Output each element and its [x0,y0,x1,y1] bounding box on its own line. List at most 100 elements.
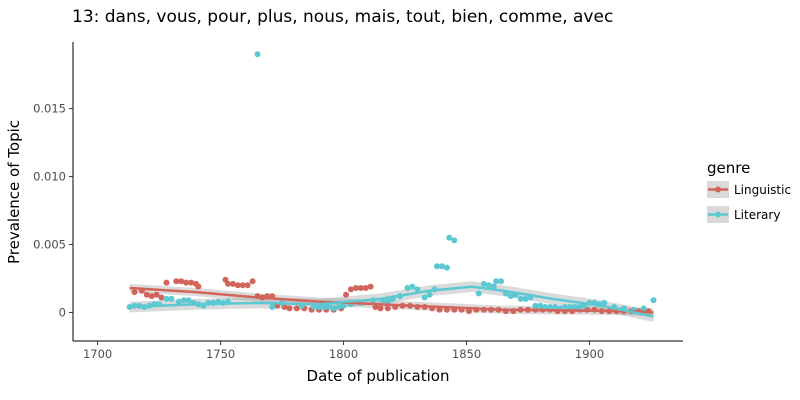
point-literary [498,278,504,285]
data-points [126,51,657,315]
x-axis-ticks: 1700 1750 1800 1850 1900 [83,341,604,361]
x-axis-title: Date of publication [307,367,450,385]
point-literary [340,302,347,309]
point-literary [426,291,433,298]
smooth-line-linguistic [129,286,654,314]
point-literary [168,295,175,302]
point-literary [443,264,450,271]
point-linguistic [347,286,354,293]
point-literary [320,304,327,310]
point-literary [640,305,647,312]
point-literary [480,280,487,287]
legend-title: genre [707,159,750,177]
point-linguistic [293,305,300,312]
point-linguistic [131,289,138,296]
legend-label-linguistic: Linguistic [734,183,791,197]
point-linguistic [372,304,379,310]
legend-item-literary: Literary [707,206,780,223]
point-literary [439,263,445,270]
point-literary [507,293,514,300]
point-linguistic [178,278,185,285]
point-literary [493,278,500,285]
point-linguistic [352,285,359,291]
y-axis-ticks: 0 0.005 0.010 0.015 [33,102,73,319]
point-linguistic [225,280,231,287]
point-linguistic [173,278,180,285]
point-linguistic [286,305,293,312]
point-literary [434,263,440,270]
point-linguistic [234,282,241,289]
point-linguistic [466,308,472,315]
point-linguistic [143,291,150,298]
point-literary [163,295,170,302]
point-linguistic [229,280,236,287]
point-literary [254,51,261,58]
legend-marker-literary [715,211,721,218]
point-literary [561,304,568,310]
legend-item-linguistic: Linguistic [707,181,791,198]
point-linguistic [163,279,170,286]
point-linguistic [153,291,160,298]
point-literary [601,299,608,306]
legend: genre Linguistic Literary [707,159,791,223]
point-literary [311,304,317,310]
point-literary [566,304,573,310]
point-linguistic [384,305,391,312]
point-literary [185,297,192,304]
point-literary [571,304,578,310]
point-linguistic [239,282,246,289]
legend-label-literary: Literary [734,208,780,222]
point-literary [269,304,276,310]
point-linguistic [362,285,369,291]
point-literary [404,285,411,291]
point-literary [421,294,428,301]
y-axis-title: Prevalence of Topic [5,120,23,264]
chart-title: 13: dans, vous, pour, plus, nous, mais, … [72,7,613,27]
y-tick-label: 0.005 [33,238,66,252]
point-literary [547,304,554,310]
point-literary [542,304,549,310]
x-tick-label: 1800 [329,347,358,361]
smooth-line-literary [129,285,654,318]
point-linguistic [249,278,256,285]
point-literary [335,304,342,310]
point-linguistic [343,291,349,298]
point-linguistic [183,279,190,286]
point-literary [330,305,337,312]
point-linguistic [367,283,374,290]
point-literary [517,295,524,302]
point-literary [409,283,416,290]
legend-marker-linguistic [715,186,721,193]
x-tick-label: 1850 [452,347,481,361]
point-literary [180,297,187,304]
point-literary [325,304,332,310]
point-literary [650,297,657,304]
y-tick-label: 0.015 [33,102,66,116]
point-literary [532,302,539,309]
point-linguistic [244,282,251,289]
point-linguistic [377,305,384,312]
point-literary [537,302,544,309]
point-literary [175,298,182,305]
point-literary [384,298,391,305]
x-tick-label: 1900 [575,347,604,361]
y-tick-label: 0 [59,305,66,319]
point-literary [451,237,458,244]
plot-area: 1700 1750 1800 1850 1900 0 0.005 0.010 0.015 [33,42,683,361]
point-literary [475,290,482,297]
point-literary [576,304,583,310]
smooth-lines [129,285,654,318]
point-linguistic [195,283,202,290]
point-linguistic [158,294,165,301]
point-literary [522,295,529,302]
point-linguistic [357,285,364,291]
y-tick-label: 0.010 [33,170,66,184]
point-linguistic [188,279,195,286]
point-literary [414,286,421,293]
point-literary [552,304,559,310]
point-literary [485,282,492,289]
point-linguistic [148,293,155,300]
x-tick-label: 1700 [83,347,112,361]
x-tick-label: 1750 [206,347,235,361]
